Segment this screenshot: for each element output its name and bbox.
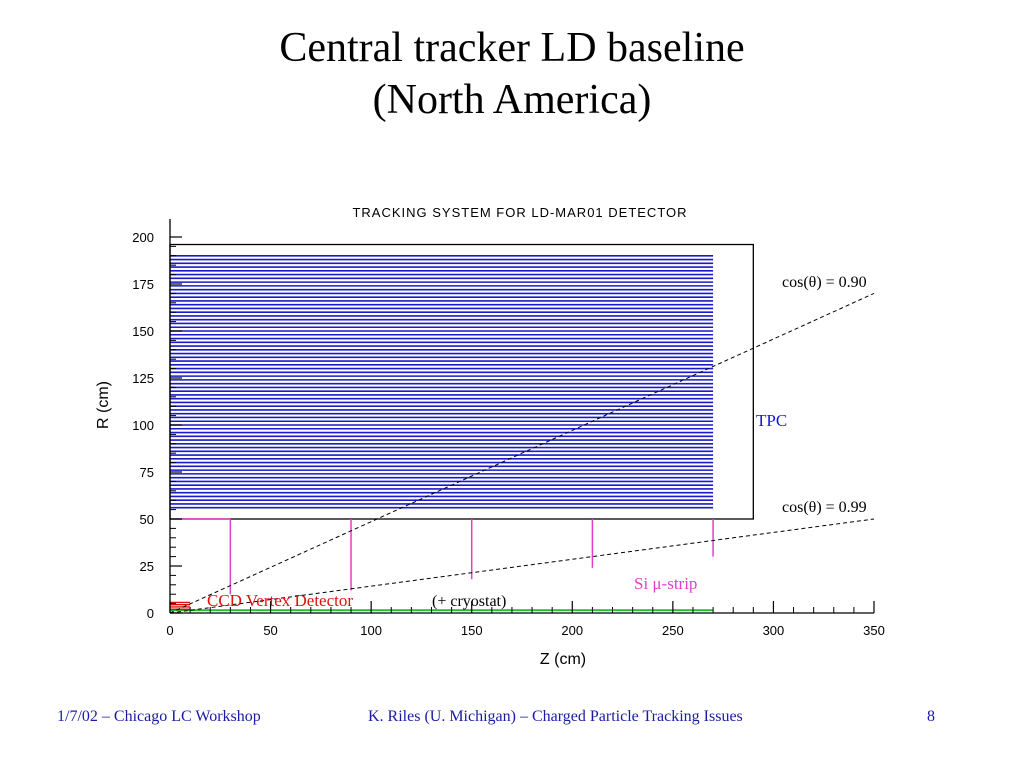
footer-left: 1/7/02 – Chicago LC Workshop [57, 708, 261, 725]
x-tick-label: 300 [763, 623, 785, 638]
y-tick-label: 25 [140, 559, 154, 574]
x-axis-label: Z (cm) [540, 651, 586, 668]
slide-title: Central tracker LD baseline (North Ameri… [0, 22, 1024, 126]
cos-theta-line [169, 292, 875, 614]
y-tick-label: 150 [132, 324, 154, 339]
cos090-prefix: cos(θ) = [782, 274, 839, 291]
cos090-label: cos(θ) = 0.90 [782, 274, 867, 291]
x-tick-label: 50 [263, 623, 277, 638]
si-strip-label: Si μ-strip [634, 574, 697, 593]
si-strip-group [170, 518, 714, 612]
y-tick-label: 75 [140, 465, 154, 480]
cos099-value: 0.99 [839, 499, 867, 516]
x-tick-label: 350 [863, 623, 885, 638]
cos-theta-line [169, 518, 875, 614]
y-tick-label: 125 [132, 371, 154, 386]
footer-center: K. Riles (U. Michigan) – Charged Particl… [368, 708, 743, 725]
y-tick-label: 100 [132, 418, 154, 433]
cryostat-label: (+ cryostat) [432, 593, 506, 610]
x-tick-label: 150 [461, 623, 483, 638]
x-tick-label: 200 [561, 623, 583, 638]
tpc-lines [170, 255, 714, 509]
figure-title: TRACKING SYSTEM FOR LD-MAR01 DETECTOR [352, 205, 687, 220]
x-tick-label: 250 [662, 623, 684, 638]
y-axis-label: R (cm) [95, 381, 112, 429]
ccd-label: CCD Vertex Detector [207, 591, 353, 610]
slide-title-line1: Central tracker LD baseline [279, 25, 745, 71]
tpc-label: TPC [756, 411, 787, 430]
y-tick-label: 50 [140, 512, 154, 527]
cos099-prefix: cos(θ) = [782, 499, 839, 516]
y-tick-label: 0 [147, 606, 154, 621]
y-tick-label: 200 [132, 230, 154, 245]
cos-lines [169, 292, 875, 614]
cos099-label: cos(θ) = 0.99 [782, 499, 867, 516]
cos090-value: 0.90 [839, 274, 867, 291]
footer-page-number: 8 [927, 708, 935, 725]
x-tick-label: 0 [166, 623, 173, 638]
x-tick-label: 100 [360, 623, 382, 638]
axes: 0 50 100 150 200 250 300 350 0 25 50 75 100 125 150 175… [132, 219, 885, 638]
y-tick-label: 175 [132, 277, 154, 292]
tracking-diagram: TRACKING SYSTEM FOR LD-MAR01 DETECTOR 0 5… [95, 205, 885, 668]
slide-title-line2: (North America) [372, 77, 652, 123]
